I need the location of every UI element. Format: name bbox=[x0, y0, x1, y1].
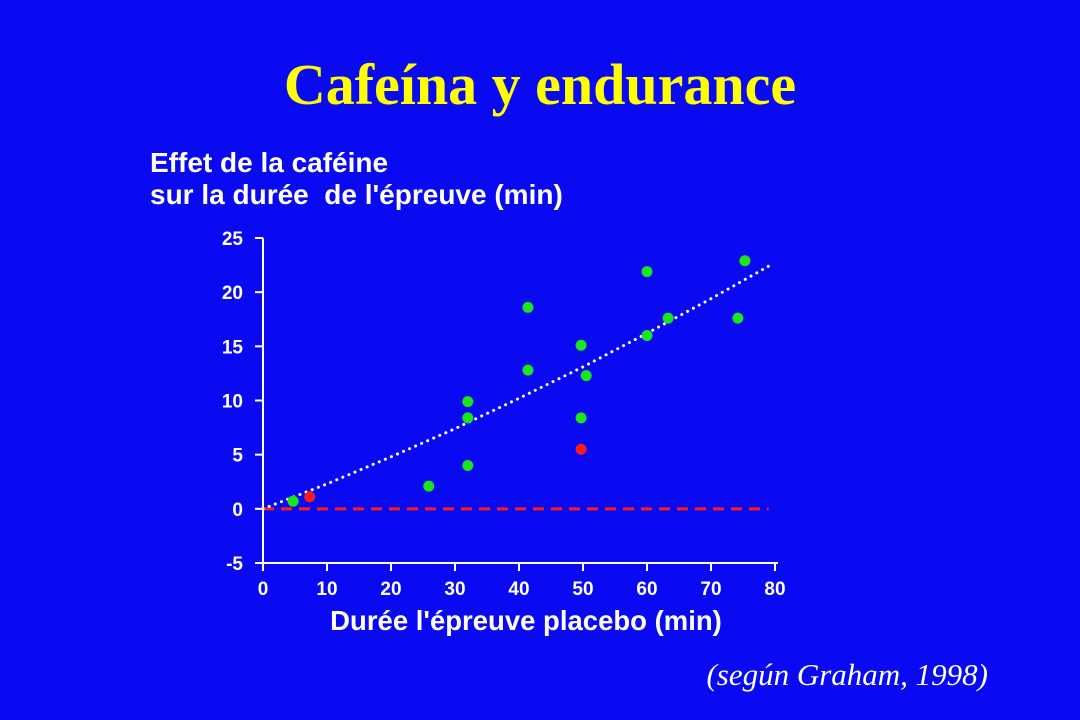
y-tick-label: -5 bbox=[226, 554, 243, 575]
green-data-point bbox=[662, 312, 674, 324]
x-tick-label: 40 bbox=[508, 579, 529, 600]
green-data-point bbox=[522, 301, 534, 313]
y-tick-label: 0 bbox=[232, 500, 243, 521]
green-data-point bbox=[575, 412, 587, 424]
x-tick-label: 20 bbox=[380, 579, 401, 600]
y-tick-label: 10 bbox=[222, 392, 243, 413]
green-data-point bbox=[575, 339, 587, 351]
trend-line bbox=[261, 264, 771, 511]
green-data-point bbox=[641, 266, 653, 278]
green-data-point bbox=[462, 396, 474, 408]
x-tick-label: 50 bbox=[572, 579, 593, 600]
green-data-point bbox=[739, 255, 751, 267]
x-tick-label: 10 bbox=[316, 579, 337, 600]
chart-title-line-1: Effet de la caféine bbox=[150, 147, 389, 178]
green-data-point bbox=[287, 495, 299, 507]
y-tick-label: 15 bbox=[222, 337, 244, 358]
x-tick-label: 60 bbox=[636, 579, 657, 600]
y-tick-label: 25 bbox=[222, 229, 244, 250]
y-tick-label: 5 bbox=[232, 446, 243, 467]
x-tick-label: 80 bbox=[764, 579, 785, 600]
green-data-point bbox=[423, 480, 435, 492]
green-data-point bbox=[641, 330, 653, 341]
chart-title: Effet de la caféine sur la durée de l'ép… bbox=[150, 147, 563, 211]
x-tick-label: 30 bbox=[444, 579, 465, 600]
x-tick-label: 0 bbox=[258, 579, 269, 600]
x-axis-label: Durée l'épreuve placebo (min) bbox=[330, 605, 722, 636]
x-tick-label: 70 bbox=[700, 579, 721, 600]
red-data-point bbox=[575, 443, 587, 455]
green-data-point bbox=[732, 312, 744, 324]
red-data-point bbox=[304, 491, 316, 503]
green-data-point bbox=[462, 412, 474, 424]
chart-title-line-2: sur la durée de l'épreuve (min) bbox=[150, 179, 563, 210]
source-citation: (según Graham, 1998) bbox=[706, 657, 988, 692]
y-tick-label: 20 bbox=[222, 283, 243, 304]
green-data-point bbox=[580, 370, 592, 382]
green-data-point bbox=[522, 364, 534, 376]
green-data-point bbox=[462, 460, 474, 471]
slide-title: Cafeína y endurance bbox=[283, 52, 797, 117]
